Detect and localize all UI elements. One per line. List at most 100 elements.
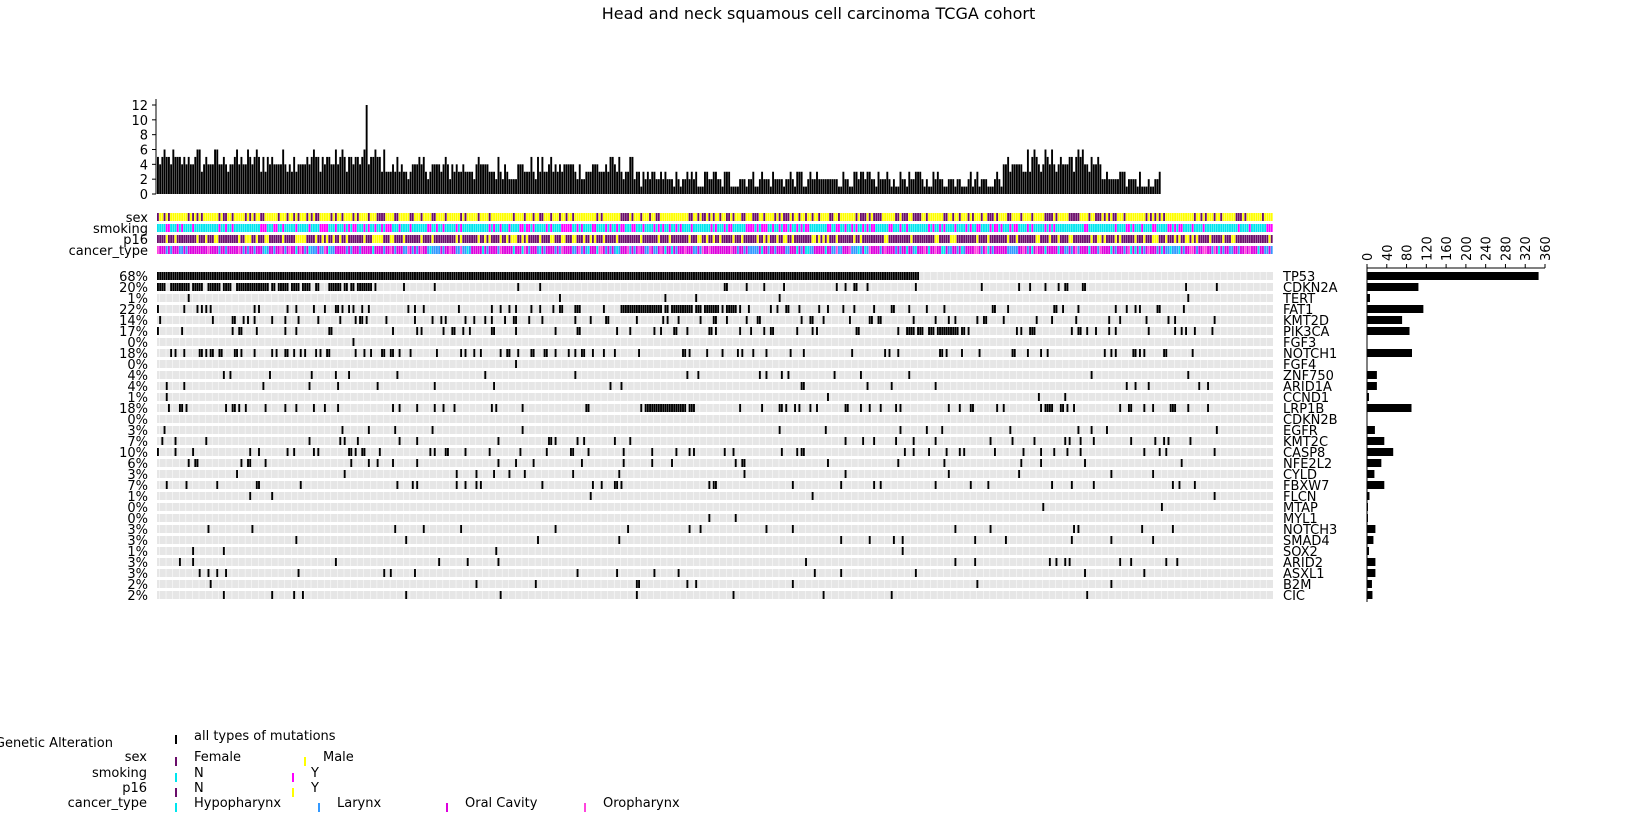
- mutation-cell: [499, 349, 502, 357]
- cell-separator: [693, 294, 694, 302]
- track-cell: [686, 246, 689, 254]
- sample-bar: [589, 171, 592, 194]
- track-cell: [925, 224, 928, 232]
- sample-bar: [183, 156, 186, 194]
- track-cell: [1101, 224, 1104, 232]
- track-cell: [161, 235, 164, 243]
- cell-separator: [574, 294, 575, 302]
- track-cell: [787, 213, 790, 221]
- track-cell: [859, 235, 862, 243]
- track-cell: [457, 246, 460, 254]
- cell-separator: [613, 360, 615, 368]
- track-cell: [493, 213, 495, 221]
- track-cell: [328, 213, 331, 221]
- sample-bar: [561, 171, 564, 194]
- mutation-cell: [813, 272, 816, 280]
- cell-separator: [251, 294, 252, 302]
- sample-bar: [655, 179, 658, 194]
- track-cell: [611, 246, 614, 254]
- mutation-cell: [218, 283, 221, 291]
- sample-bar: [315, 156, 318, 194]
- mutation-cell: [515, 316, 517, 324]
- cell-separator: [1121, 272, 1122, 280]
- track-cell: [1198, 246, 1201, 254]
- cell-separator: [1095, 360, 1096, 368]
- cell-separator: [613, 327, 615, 335]
- track-cell: [1004, 235, 1007, 243]
- cell-separator: [831, 283, 832, 291]
- track-cell: [776, 235, 779, 243]
- cell-separator: [343, 294, 345, 302]
- cell-separator: [673, 316, 674, 324]
- cell-separator: [778, 338, 780, 346]
- cell-separator: [1081, 316, 1083, 324]
- mutation-cell: [787, 305, 790, 313]
- track-cell: [778, 213, 781, 221]
- mutation-cell: [225, 272, 227, 280]
- mutation-cell: [251, 283, 254, 291]
- sample-bar: [622, 179, 625, 194]
- sample-bar: [624, 171, 627, 194]
- cell-separator: [890, 316, 892, 324]
- track-cell: [510, 213, 513, 221]
- cell-separator: [758, 338, 760, 346]
- track-cell: [449, 224, 452, 232]
- track-cell: [822, 224, 825, 232]
- cell-separator: [1226, 294, 1228, 302]
- mutation-cell: [640, 272, 643, 280]
- cell-separator: [864, 349, 865, 357]
- track-cell: [754, 235, 757, 243]
- track-cell: [488, 246, 491, 254]
- track-cell: [304, 246, 307, 254]
- mutation-cell: [853, 305, 856, 313]
- cell-separator: [403, 349, 404, 357]
- track-cell: [730, 235, 733, 243]
- cell-separator: [291, 360, 292, 368]
- cell-separator: [468, 294, 470, 302]
- track-cell: [361, 235, 364, 243]
- track-cell: [539, 246, 542, 254]
- cell-separator: [409, 371, 411, 379]
- track-cell: [697, 246, 700, 254]
- track-cell: [844, 213, 847, 221]
- track-cell: [622, 235, 625, 243]
- sample-bar: [649, 179, 651, 194]
- mutation-cell: [666, 305, 669, 313]
- track-cell: [543, 213, 546, 221]
- mutation-cell: [640, 305, 643, 313]
- track-cell: [288, 213, 291, 221]
- mutation-cell: [372, 272, 375, 280]
- sample-bar: [515, 179, 517, 194]
- track-cell: [1070, 213, 1073, 221]
- sample-bar: [956, 179, 959, 194]
- cell-separator: [923, 283, 925, 291]
- track-cell: [433, 246, 436, 254]
- track-cell: [739, 213, 742, 221]
- track-cell: [679, 235, 682, 243]
- sample-bar: [884, 179, 887, 194]
- cell-separator: [356, 360, 358, 368]
- track-cell: [965, 213, 968, 221]
- track-cell: [1154, 213, 1157, 221]
- mutation-cell: [262, 283, 265, 291]
- sample-bar: [258, 156, 260, 194]
- track-cell: [820, 224, 823, 232]
- cell-separator: [646, 327, 648, 335]
- track-cell: [550, 224, 553, 232]
- mutation-cell: [277, 283, 280, 291]
- track-cell: [211, 246, 214, 254]
- track-cell: [932, 213, 935, 221]
- cell-separator: [350, 316, 351, 324]
- mutation-cell: [752, 349, 755, 357]
- cell-separator: [1200, 360, 1202, 368]
- track-cell: [1029, 224, 1031, 232]
- track-cell: [565, 235, 568, 243]
- track-cell: [499, 235, 502, 243]
- track-cell: [622, 213, 625, 221]
- track-cell: [958, 235, 961, 243]
- cell-separator: [996, 305, 997, 313]
- top-bar-ytick-label: 0: [140, 188, 148, 203]
- cell-separator: [653, 349, 654, 357]
- track-cell: [774, 213, 777, 221]
- track-cell: [1255, 246, 1258, 254]
